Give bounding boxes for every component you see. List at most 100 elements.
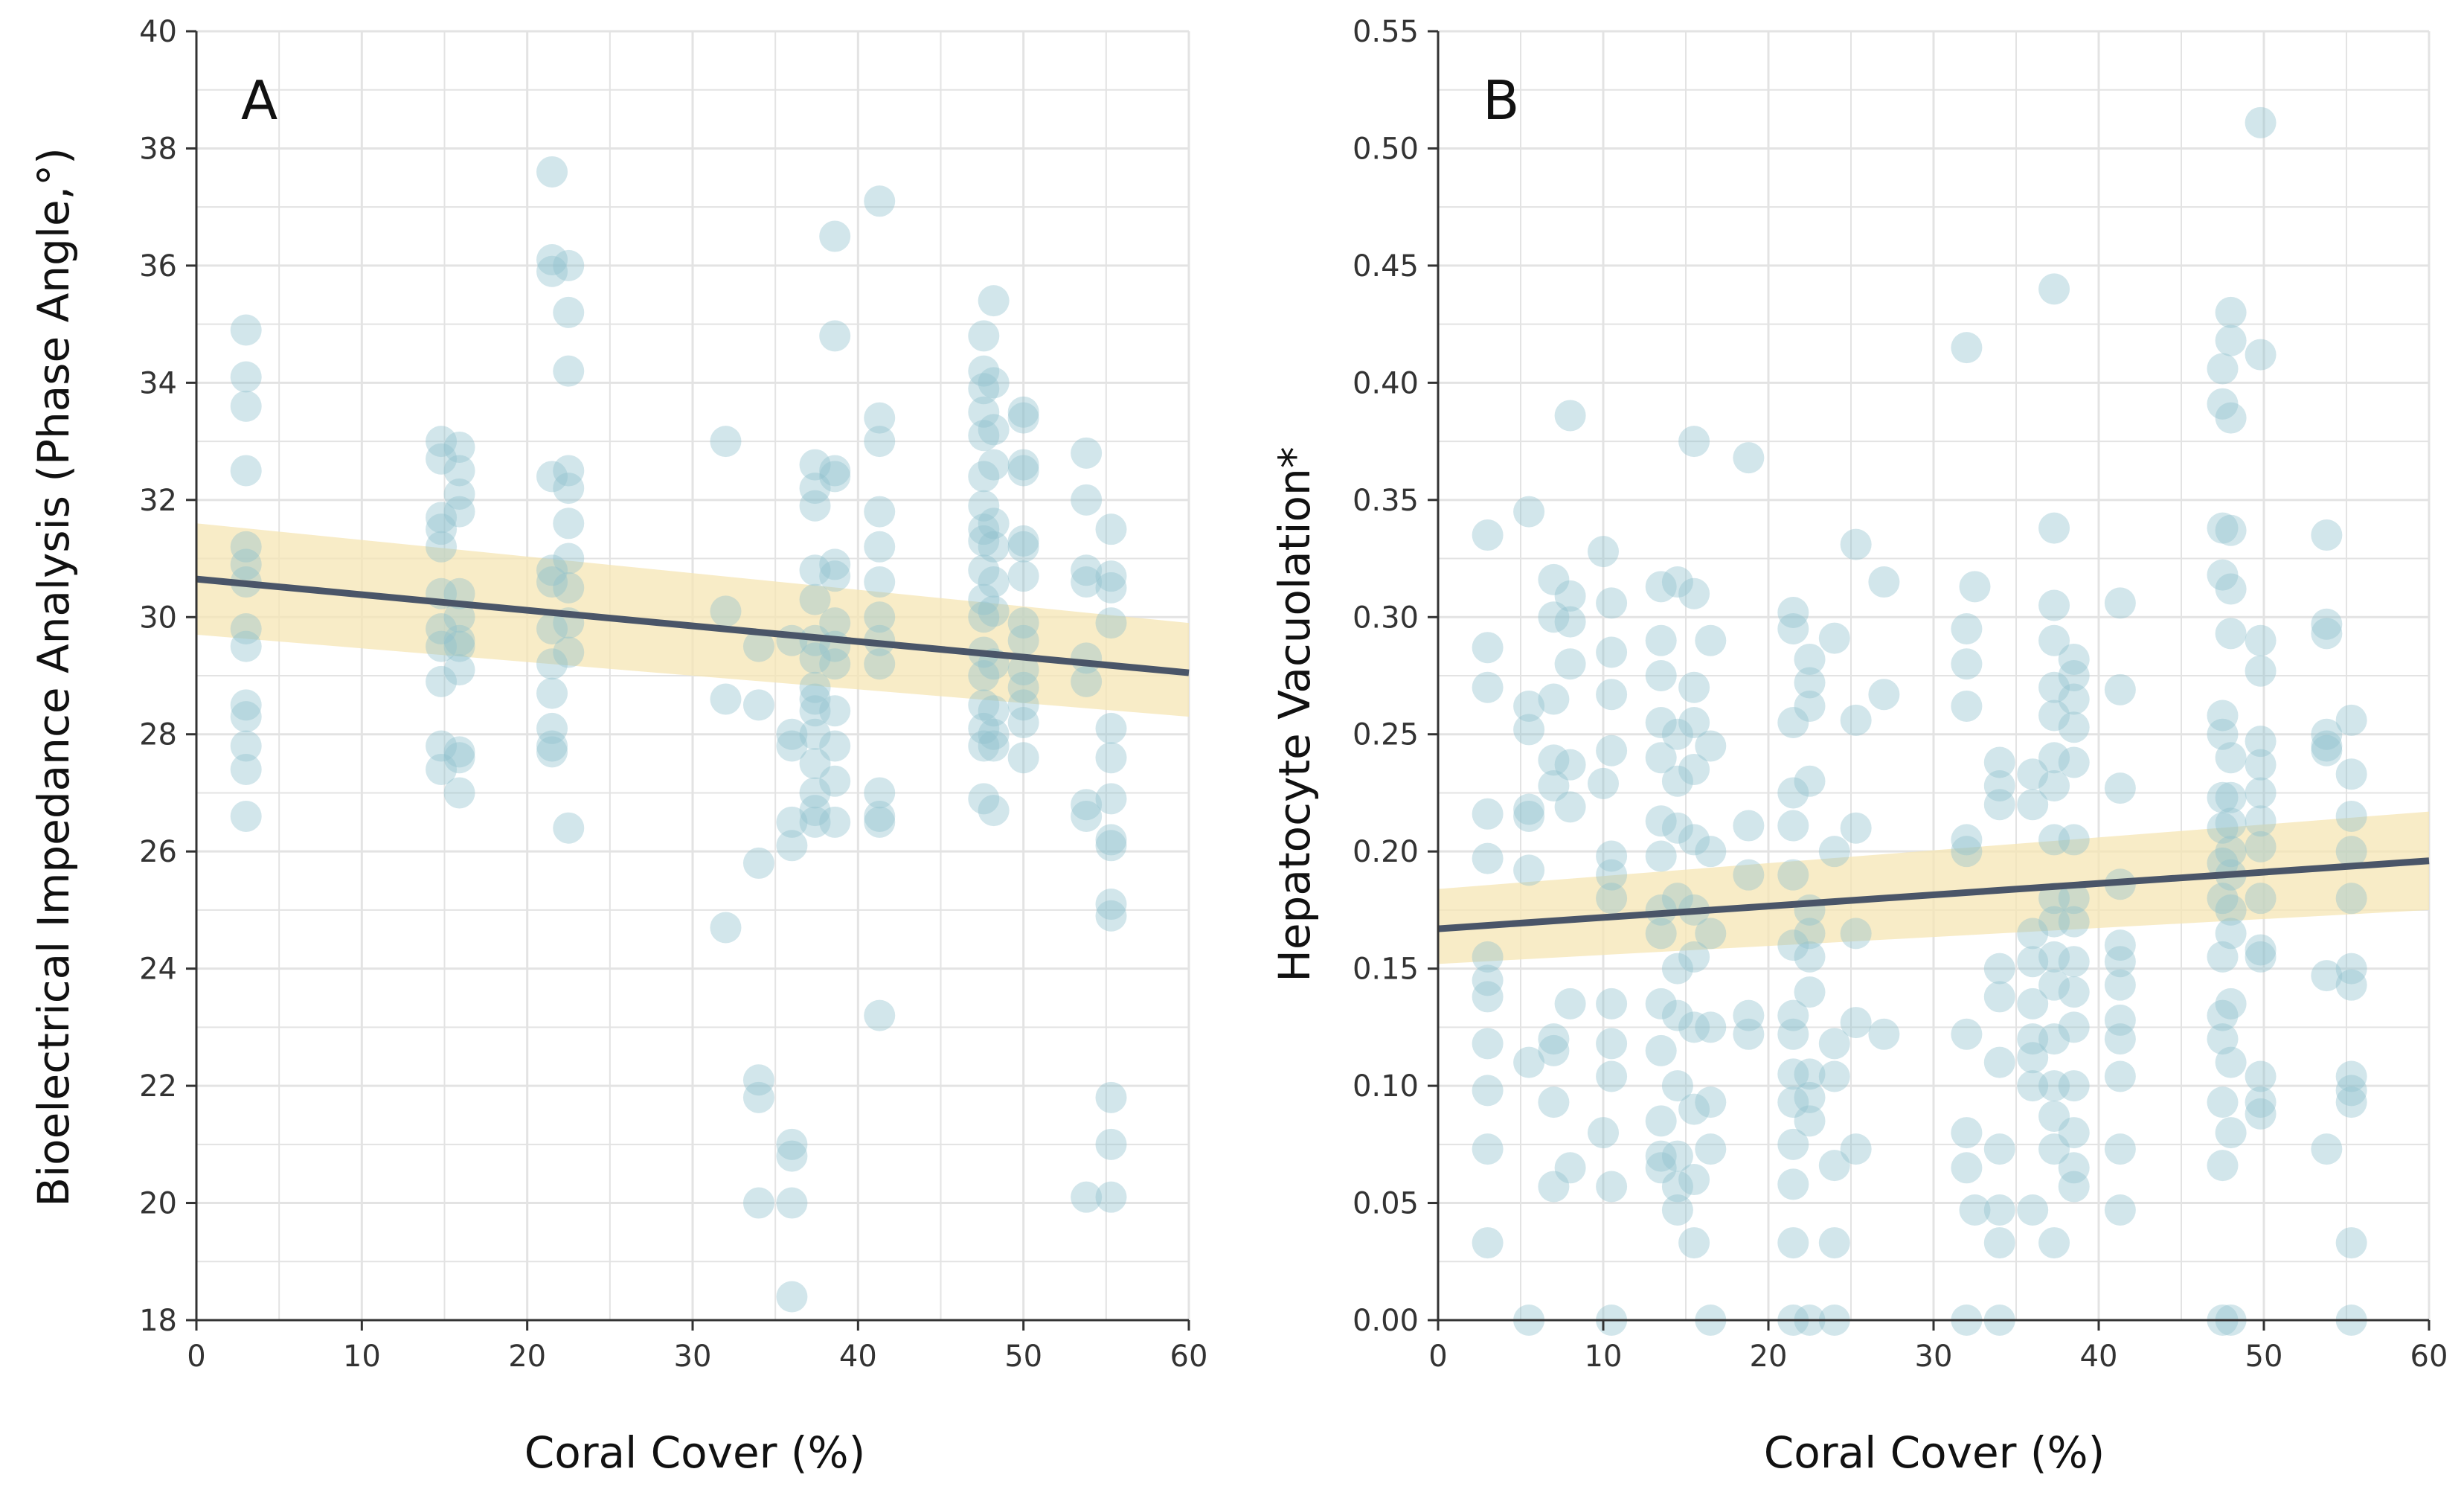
data-point xyxy=(2311,730,2343,762)
panel-b-fit-line xyxy=(1437,857,2430,932)
data-point xyxy=(1554,400,1586,432)
data-point xyxy=(1095,1128,1127,1160)
panel-a-axes xyxy=(186,30,1190,1331)
data-point xyxy=(1959,1194,1991,1226)
data-point xyxy=(2017,1070,2049,1102)
data-point xyxy=(864,566,896,598)
data-point xyxy=(1538,770,1570,802)
data-point xyxy=(1733,999,1765,1031)
data-point xyxy=(2207,700,2239,732)
data-point xyxy=(1983,1133,2015,1165)
data-point xyxy=(799,473,831,505)
data-point xyxy=(2207,812,2239,844)
data-point xyxy=(443,630,475,662)
data-point xyxy=(2215,514,2247,546)
data-point xyxy=(2215,836,2247,868)
data-point xyxy=(443,496,475,528)
chart-panel-a: 0 10 20 30 40 50 60 18 20 22 24 26 28 30 32 34 36 38 40 A… xyxy=(28,15,1207,1478)
data-point xyxy=(1951,1117,1983,1149)
panel-a-y-tick-label: 40 xyxy=(139,15,177,49)
panel-b-y-tick-label: 0.15 xyxy=(1353,953,1419,987)
data-point xyxy=(1840,704,1872,736)
data-point xyxy=(1007,396,1039,428)
data-point xyxy=(1777,1227,1809,1259)
data-point xyxy=(2215,618,2247,650)
panel-b-x-tick-label: 20 xyxy=(1750,1339,1788,1374)
data-point xyxy=(1794,643,1826,675)
data-point xyxy=(230,701,262,733)
panel-b-x-axis-title: Coral Cover (%) xyxy=(1764,1427,2105,1478)
data-point xyxy=(2038,770,2070,802)
data-point xyxy=(230,455,262,487)
data-point xyxy=(776,1187,808,1219)
data-point xyxy=(1472,1028,1504,1060)
data-point xyxy=(2058,824,2090,856)
data-point xyxy=(426,665,458,697)
data-point xyxy=(2311,1133,2343,1165)
data-point xyxy=(1818,1028,1850,1060)
data-point xyxy=(2104,946,2136,978)
data-point xyxy=(710,426,742,458)
data-point xyxy=(1661,1070,1693,1102)
panel-a-y-tick-label: 38 xyxy=(139,132,177,166)
data-point xyxy=(1868,566,1900,598)
panel-a-x-tick-label: 0 xyxy=(187,1339,205,1374)
data-point xyxy=(1513,854,1545,886)
data-point xyxy=(2215,1046,2247,1078)
panel-b-regression-line xyxy=(1437,857,2430,932)
data-point xyxy=(443,777,475,809)
data-point xyxy=(819,455,851,487)
data-point xyxy=(2104,1060,2136,1092)
data-point xyxy=(2058,660,2090,691)
data-point xyxy=(819,648,851,680)
data-point xyxy=(1951,1018,1983,1050)
data-point xyxy=(1983,789,2015,821)
data-point xyxy=(2245,941,2277,973)
data-point xyxy=(2058,906,2090,938)
data-point xyxy=(1951,332,1983,364)
data-point xyxy=(2038,824,2070,856)
data-point xyxy=(2335,836,2367,868)
data-point xyxy=(230,531,262,563)
data-point xyxy=(1678,671,1710,703)
data-point xyxy=(968,320,1000,352)
panel-b-points xyxy=(1472,106,2367,1336)
data-point xyxy=(2017,789,2049,821)
panel-a-y-tick-label: 20 xyxy=(139,1187,177,1221)
data-point xyxy=(1868,679,1900,711)
data-point xyxy=(2335,1086,2367,1118)
data-point xyxy=(2017,758,2049,790)
panel-a-confidence-band xyxy=(196,523,1189,717)
data-point xyxy=(1007,706,1039,738)
data-point xyxy=(1472,1075,1504,1107)
data-point xyxy=(968,583,1000,615)
data-point xyxy=(1661,812,1693,844)
data-point xyxy=(443,624,475,656)
data-point xyxy=(968,490,1000,522)
data-point xyxy=(1513,800,1545,832)
data-point xyxy=(443,431,475,463)
panel-a-x-tick-label: 40 xyxy=(839,1339,877,1374)
data-point xyxy=(864,601,896,633)
data-point xyxy=(1818,622,1850,654)
data-point xyxy=(2245,106,2277,138)
data-point xyxy=(2058,683,2090,715)
data-point xyxy=(776,1281,808,1313)
data-point xyxy=(1951,1152,1983,1184)
data-point xyxy=(1007,671,1039,703)
data-point xyxy=(1661,1140,1693,1172)
data-point xyxy=(1777,706,1809,738)
data-point xyxy=(2058,1011,2090,1043)
data-point xyxy=(1818,1227,1850,1259)
data-point xyxy=(968,373,1000,405)
panel-b-x-tick-label: 50 xyxy=(2245,1339,2283,1374)
data-point xyxy=(1095,783,1127,815)
data-point xyxy=(426,443,458,475)
data-point xyxy=(1840,1007,1872,1039)
data-point xyxy=(2104,1023,2136,1055)
data-point xyxy=(1095,513,1127,545)
data-point xyxy=(426,730,458,762)
data-point xyxy=(1678,1011,1710,1043)
data-point xyxy=(2335,883,2367,915)
data-point xyxy=(230,800,262,832)
